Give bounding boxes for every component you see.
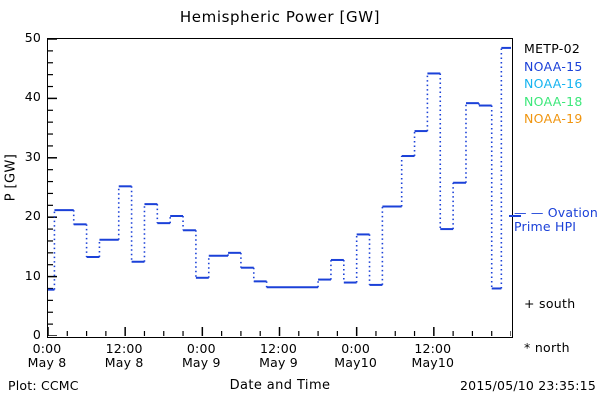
timestamp: 2015/05/10 23:35:15 [460, 378, 596, 393]
x-tick-time: 0:00 [32, 341, 62, 356]
legend-item-noaa-19[interactable]: NOAA-19 [524, 111, 583, 126]
satellite-legend: METP-02 NOAA-15 NOAA-16 NOAA-18 NOAA-19 [524, 40, 600, 128]
legend-item-noaa-16[interactable]: NOAA-16 [524, 76, 583, 91]
x-tick-label: 0:00 May 8 [7, 342, 87, 370]
x-tick-label: 12:00 May10 [393, 342, 473, 370]
legend-symbol-north: * north [524, 340, 570, 355]
ovation-legend-line2: Prime HPI [514, 219, 577, 234]
legend-item-noaa-15[interactable]: NOAA-15 [524, 58, 583, 74]
legend-item-metp-02[interactable]: METP-02 [524, 41, 581, 56]
x-tick-date: May 9 [259, 355, 298, 370]
y-tick-label: 10 [24, 267, 41, 283]
x-tick-date: May10 [334, 355, 378, 370]
x-tick-date: May10 [411, 355, 455, 370]
page-title: Hemispheric Power [GW] [179, 8, 381, 26]
x-tick-time: 12:00 [259, 341, 298, 356]
plot-credit: Plot: CCMC [8, 378, 79, 393]
x-tick-label: 0:00 May10 [316, 342, 396, 370]
x-tick-time: 0:00 [186, 341, 216, 356]
ovation-legend-line-sample [509, 215, 521, 217]
y-tick-label: 30 [24, 148, 41, 164]
y-tick-label: 50 [24, 30, 41, 45]
x-tick-time: 12:00 [414, 341, 452, 356]
y-tick-label: 20 [24, 208, 41, 224]
x-tick-label: 0:00 May 9 [161, 342, 241, 370]
plot-area [47, 38, 513, 338]
x-tick-label: 12:00 May 9 [239, 342, 319, 370]
x-tick-time: 0:00 [341, 341, 371, 356]
x-tick-label: 12:00 May 8 [84, 342, 164, 370]
axis-ticks [48, 39, 511, 336]
x-tick-date: May 8 [27, 355, 67, 370]
y-tick-label: 40 [24, 89, 41, 105]
x-tick-date: May 9 [181, 355, 221, 370]
symbol-legend: + south * north [524, 296, 600, 355]
x-tick-time: 12:00 [105, 341, 143, 356]
legend-item-noaa-18[interactable]: NOAA-18 [524, 93, 583, 109]
plot-canvas [48, 39, 511, 336]
y-tick-label: 0 [32, 327, 41, 342]
data-series [48, 46, 511, 291]
x-tick-date: May 8 [104, 355, 144, 370]
ovation-legend-line1: — — Ovation [514, 205, 598, 220]
x-axis-title: Date and Time [229, 378, 331, 393]
legend-symbol-south: + south [524, 296, 576, 311]
ovation-legend: — — Ovation Prime HPI [514, 206, 600, 234]
